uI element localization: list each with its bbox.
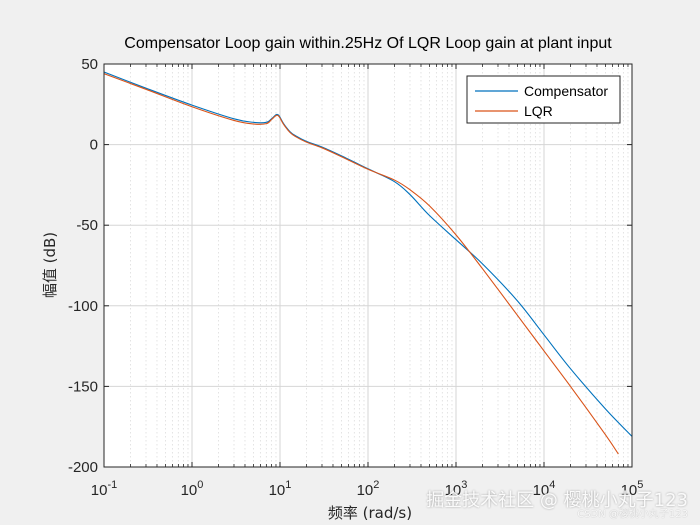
legend-label-lqr: LQR [524, 103, 553, 119]
y-axis-label: 幅值 (dB) [41, 232, 59, 298]
watermark-sub: CSDN @樱桃小丸子123 [577, 509, 688, 520]
y-tick-label: 0 [90, 137, 98, 154]
y-tick-label: -50 [76, 217, 98, 234]
x-axis-label: 频率 (rad/s) [328, 504, 412, 522]
watermark-main: 掘金技术社区 @ 樱桃小丸子123 [426, 490, 688, 511]
x-tick-label: 105 [621, 479, 644, 499]
x-tick-label: 102 [357, 479, 380, 499]
legend-label-compensator: Compensator [524, 83, 608, 99]
series-line-compensator [104, 71, 632, 437]
x-tick-label: 10-1 [91, 479, 117, 499]
x-tick-label: 104 [533, 479, 556, 499]
chart-title: Compensator Loop gain within.25Hz Of LQR… [124, 35, 612, 52]
x-tick-label: 101 [269, 479, 292, 499]
y-tick-label: -150 [68, 378, 98, 395]
legend-box [466, 75, 621, 124]
tick-marks [103, 63, 633, 468]
x-tick-label: 100 [181, 479, 204, 499]
x-tick-labels: 10-1 100 101 102 103 104 105 [91, 479, 644, 499]
x-tick-label: 103 [445, 479, 468, 499]
legend: Compensator LQR [466, 75, 621, 124]
series-group [104, 71, 632, 455]
y-tick-label: 50 [81, 56, 98, 73]
y-tick-label: -200 [68, 459, 98, 476]
series-line-lqr [104, 73, 619, 455]
grid [103, 63, 633, 468]
y-tick-labels: 50 0 -50 -100 -150 -200 [68, 56, 98, 476]
y-tick-label: -100 [68, 298, 98, 315]
